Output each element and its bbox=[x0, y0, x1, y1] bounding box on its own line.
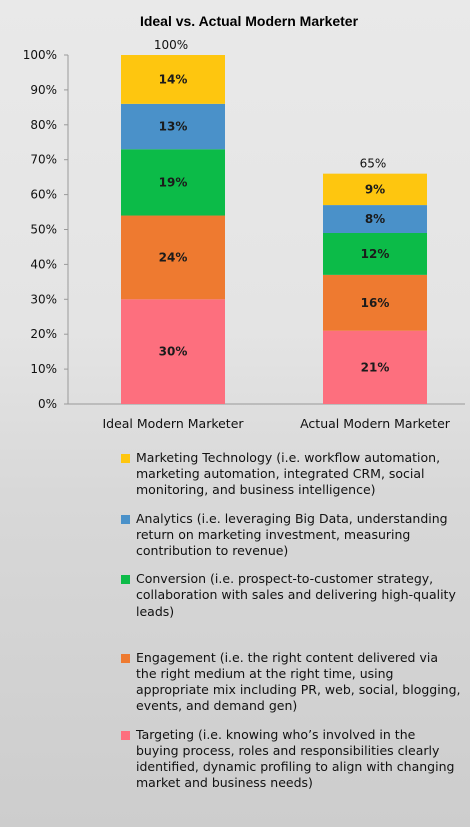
y-tick-label: 50% bbox=[30, 223, 57, 237]
bar-segment bbox=[323, 274, 427, 331]
y-tick-label: 0% bbox=[38, 397, 57, 411]
bar-segment bbox=[121, 55, 225, 104]
legend-item: Engagement (i.e. the right content deliv… bbox=[121, 650, 461, 715]
bar-segment bbox=[121, 299, 225, 404]
legend-label: Targeting (i.e. knowing who’s involved i… bbox=[136, 726, 455, 791]
bar-segment bbox=[121, 103, 225, 150]
legend-label: Conversion (i.e. prospect-to-customer st… bbox=[136, 571, 456, 619]
legend-item: Conversion (i.e. prospect-to-customer st… bbox=[121, 571, 461, 620]
bar-segment-label: 19% bbox=[159, 175, 188, 189]
bar-segment bbox=[121, 149, 225, 216]
stacked-bar-chart: Ideal vs. Actual Modern Marketer 0% 10% 20… bbox=[23, 13, 465, 431]
legend: Marketing Technology (i.e. workflow auto… bbox=[121, 450, 461, 803]
category-labels: Ideal Modern Marketer Actual Modern Marke… bbox=[102, 416, 450, 431]
bar-segment-label: 21% bbox=[361, 360, 390, 374]
legend-swatch bbox=[121, 454, 130, 463]
bar-segment-label: 13% bbox=[159, 120, 188, 134]
bar-total-label: 100% bbox=[154, 38, 188, 52]
legend-swatch bbox=[121, 653, 130, 663]
bar-segment bbox=[323, 205, 427, 233]
y-tick-label: 60% bbox=[30, 188, 57, 202]
bar-segment bbox=[323, 330, 427, 404]
legend-label: Analytics (i.e. leveraging Big Data, und… bbox=[136, 510, 448, 559]
bar-segment-label: 12% bbox=[361, 247, 390, 261]
bar-segment-label: 8% bbox=[365, 212, 385, 226]
y-axis-ticks: 0% 10% 20% 30% 40% 50% 60% 70% 80% 90% 100% bbox=[23, 48, 68, 411]
bar-segment-label: 9% bbox=[365, 182, 385, 196]
legend-item: Targeting (i.e. knowing who’s involved i… bbox=[121, 727, 461, 792]
bar-segment-label: 14% bbox=[159, 72, 188, 86]
legend-item: Marketing Technology (i.e. workflow auto… bbox=[121, 450, 461, 499]
y-tick-label: 100% bbox=[23, 48, 57, 62]
y-tick-label: 40% bbox=[30, 257, 57, 271]
y-tick-label: 30% bbox=[30, 292, 57, 306]
y-tick-label: 90% bbox=[30, 83, 57, 97]
chart-title: Ideal vs. Actual Modern Marketer bbox=[140, 13, 359, 29]
legend-label: Engagement (i.e. the right content deliv… bbox=[136, 649, 461, 714]
legend-item: Analytics (i.e. leveraging Big Data, und… bbox=[121, 511, 461, 560]
x-category-label: Ideal Modern Marketer bbox=[102, 416, 244, 431]
legend-label: Marketing Technology (i.e. workflow auto… bbox=[136, 450, 441, 498]
y-tick-label: 20% bbox=[30, 327, 57, 341]
legend-swatch bbox=[121, 730, 130, 740]
legend-swatch bbox=[121, 514, 130, 524]
bar-segment-label: 16% bbox=[361, 296, 390, 310]
legend-swatch bbox=[121, 575, 130, 585]
bar-segment-label: 30% bbox=[159, 345, 188, 359]
bars-group: 30% 24% 19% 13% 14% 100% 21% 16% 12% 8% 9% 65% bbox=[121, 38, 427, 404]
bar-segment bbox=[121, 215, 225, 300]
y-tick-label: 10% bbox=[30, 362, 57, 376]
bar-segment bbox=[323, 173, 427, 206]
y-tick-label: 70% bbox=[30, 153, 57, 167]
y-tick-label: 80% bbox=[30, 118, 57, 132]
bar-segment bbox=[323, 232, 427, 275]
bar-segment-label: 24% bbox=[159, 250, 188, 264]
x-category-label: Actual Modern Marketer bbox=[300, 416, 451, 431]
bar-total-label: 65% bbox=[360, 157, 387, 171]
